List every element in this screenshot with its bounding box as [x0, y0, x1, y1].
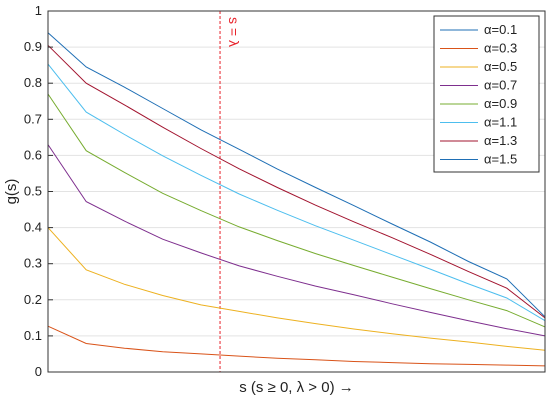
series-line-3: [47, 144, 546, 337]
series-line-5: [47, 63, 546, 322]
series-line-4: [47, 93, 546, 328]
series-line-2: [47, 227, 546, 351]
y-tick-label: 0.6: [24, 147, 42, 162]
y-tick-label: 1: [35, 3, 42, 18]
legend-label: α=0.3: [484, 41, 517, 56]
x-axis-label: s (s ≥ 0, λ > 0) →: [239, 379, 354, 396]
y-tick-label: 0.3: [24, 256, 42, 271]
legend: α=0.1 α=0.3 α=0.5 α=0.7 α=0.9 α=1.1 α=1.3 α=1.5: [433, 15, 540, 173]
legend-label: α=1.1: [484, 115, 517, 130]
legend-label: α=0.1: [484, 22, 517, 37]
legend-label: α=1.5: [484, 152, 517, 167]
legend-label: α=1.3: [484, 133, 517, 148]
series-line-1: [47, 325, 546, 367]
y-tick-label: 0.9: [24, 39, 42, 54]
y-tick-label: 0: [35, 364, 42, 379]
legend-label: α=0.5: [484, 59, 517, 74]
y-tick-label: 0.5: [24, 184, 42, 199]
legend-label: α=0.9: [484, 96, 517, 111]
y-axis-ticks: 0 0.1 0.2 0.3 0.4 0.5 0.6 0.7 0.8 0.9 1: [24, 3, 53, 379]
y-tick-label: 0.1: [24, 328, 42, 343]
y-tick-label: 0.2: [24, 292, 42, 307]
series-line-7: [47, 32, 546, 318]
y-tick-label: 0.7: [24, 111, 42, 126]
annotation: s = λ: [219, 11, 242, 372]
series-line-6: [47, 44, 546, 319]
legend-label: α=0.7: [484, 78, 517, 93]
s-equals-lambda-label: s = λ: [226, 17, 242, 47]
y-tick-label: 0.8: [24, 75, 42, 90]
y-axis-label: g(s): [3, 179, 20, 205]
y-tick-label: 0.4: [24, 220, 42, 235]
legend-box: [433, 15, 540, 173]
